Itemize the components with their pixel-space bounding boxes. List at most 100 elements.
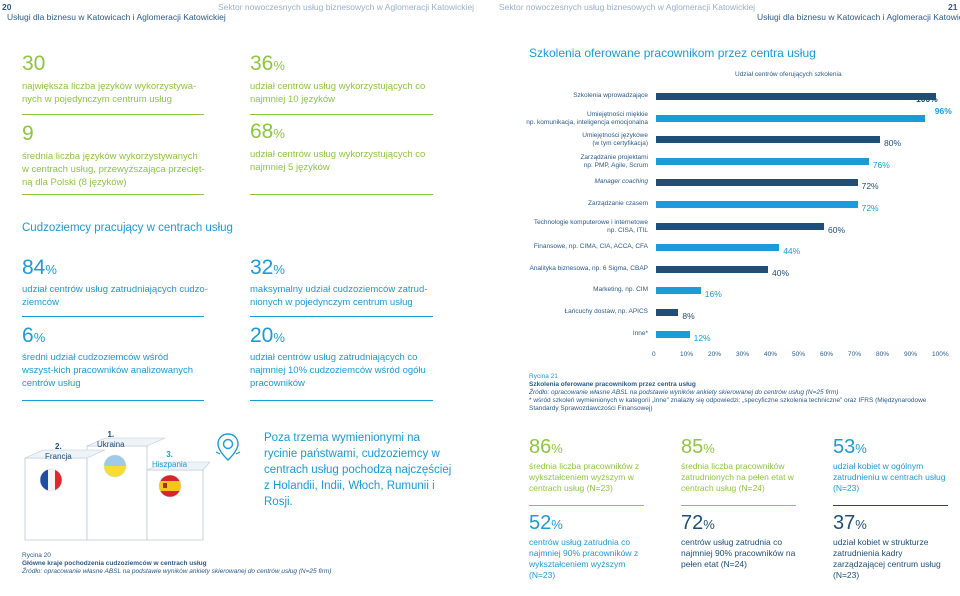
chart-category-label-line: np. PMP, Agile, Scrum	[583, 161, 648, 169]
podium-country: Hiszpania	[152, 460, 188, 469]
podium-illustration: 2. Francja 1. Ukraina 3. Hiszpania	[15, 428, 211, 548]
chart-bar	[656, 136, 880, 144]
chart-category-label: Umiejętności językowe (w tym certyfikacja…	[520, 132, 648, 148]
caption-source: Źródło: opracowanie własne ABSL na podst…	[529, 389, 839, 396]
chart-bar	[656, 201, 858, 208]
chart-category-label: Szkolenia wprowadzające	[520, 92, 648, 100]
chart-x-tick: 20%	[708, 351, 722, 359]
chart-value-label: 80%	[884, 138, 902, 149]
percent-sign: %	[855, 517, 867, 532]
chart-value-label: 96%	[934, 105, 952, 116]
chart-category-label-line: Finansowe, np. CIMA, CIA, ACCA, CFA	[533, 243, 648, 251]
divider	[250, 400, 433, 401]
chart-bar	[656, 330, 690, 338]
stat-women-employment: 53% udział kobiet w ogólnym zatrudnieniu…	[833, 436, 953, 494]
stat-value: 52	[529, 512, 552, 534]
chart-axis-title: Udział centrów oferujących szkolenia	[735, 71, 842, 78]
header-title-right: Usługi dla biznesu w Katowicach i Aglome…	[757, 12, 960, 22]
chart-category-label-line: Analityka biznesowa, np. 6 Sigma, CBAP	[529, 264, 648, 272]
stat-value: 68	[250, 120, 274, 143]
chart-category-label: Zarządzanie czasem	[520, 200, 648, 208]
chart-x-tick: 40%	[764, 351, 778, 359]
stat-avg-foreigners: 6% średni udział cudzoziemców wśród wszy…	[22, 324, 202, 390]
divider	[833, 505, 948, 506]
chart-category-label-line: np. CISA, ITIL	[607, 226, 648, 234]
chart-bar	[656, 222, 824, 230]
chart-value-label: 72%	[861, 203, 879, 213]
divider	[22, 194, 204, 195]
percent-sign: %	[33, 330, 46, 345]
stat-value: 32	[250, 256, 274, 279]
chart-x-tick: 60%	[820, 351, 834, 359]
chart-bar	[656, 93, 936, 100]
chart-category-label-line: Marketing, np. CIM	[593, 286, 648, 294]
chart-category-label: Umiejętności miękkie np. komunikacja, int…	[520, 111, 648, 127]
header-subtitle-right: Sektor nowoczesnych usług biznesowych w …	[499, 2, 756, 12]
chart-bar	[656, 265, 768, 273]
caption-label: Rycina 21	[529, 373, 558, 380]
podium-country: Francja	[45, 452, 72, 461]
chart-value-label: 100%	[916, 94, 938, 104]
figure-caption-20: Rycina 20 Główne kraje pochodzenia cudzo…	[22, 552, 442, 576]
stat-value: 86	[529, 436, 552, 458]
stat-label: centrów usług zatrudnia co najmniej 90% …	[529, 537, 639, 580]
chart-category-label-line: Umiejętności językowe	[582, 132, 648, 140]
stat-value: 84	[22, 256, 46, 279]
stat-max-foreigners: 32% maksymalny udział cudzoziemców zatru…	[250, 256, 450, 309]
chart-category-label: Analityka biznesowa, np. 6 Sigma, CBAP	[520, 265, 648, 273]
header-subtitle-left: Sektor nowoczesnych usług biznesowych w …	[218, 2, 475, 12]
location-pin-icon	[214, 432, 242, 467]
podium-second: 2. Francja	[45, 442, 72, 462]
chart-value-label: 12%	[693, 332, 711, 343]
chart-category-label: Łańcuchy dostaw, np. APICS	[520, 308, 648, 316]
chart-category-label-line: Technologie komputerowe i internetowe	[533, 218, 648, 226]
chart-x-tick: 10%	[680, 351, 694, 359]
chart-value-label: 40%	[772, 267, 790, 278]
stat-label: średni udział cudzoziemców wśród wszyst-…	[22, 352, 194, 389]
podium-rank: 1.	[107, 430, 115, 439]
percent-sign: %	[703, 441, 715, 456]
chart-x-tick: 30%	[736, 351, 750, 359]
divider	[529, 505, 644, 506]
stat-10pct-foreigners: 20% udział centrów usług zatrudniających…	[250, 324, 440, 390]
stat-value: 30	[22, 52, 46, 75]
percent-sign: %	[703, 517, 715, 532]
chart-bar	[656, 244, 780, 252]
divider	[250, 316, 433, 317]
chart-x-tick: 90%	[904, 351, 918, 359]
stat-label: największa liczba języków wykorzystywa-n…	[22, 81, 197, 105]
stat-value: 53	[833, 436, 856, 458]
chart-x-tick: 0	[652, 351, 656, 359]
chart-value-label: 72%	[861, 181, 879, 192]
page-number-left: 20	[2, 2, 12, 12]
chart-category-label-line: Łańcuchy dostaw, np. APICS	[564, 308, 648, 315]
flag-ukraine-icon	[103, 454, 127, 478]
chart-category-label-line: np. komunikacja, inteligencja emocjonaln…	[526, 118, 648, 126]
chart-category-label: Manager coaching	[520, 178, 648, 186]
chart-category-label-line: Zarządzanie projektami	[580, 153, 648, 161]
stat-value: 9	[22, 122, 34, 145]
divider	[250, 194, 433, 195]
chart-category-label-line: Szkolenia wprowadzające	[573, 92, 648, 99]
stat-women-management: 37% udział kobiet w strukturze zatrudnie…	[833, 512, 953, 581]
chart-value-label: 60%	[828, 224, 846, 235]
divider	[22, 316, 204, 317]
chart-x-tick: 80%	[876, 351, 890, 359]
stat-value: 72	[681, 512, 704, 534]
chart-bar	[656, 114, 925, 122]
stat-label: maksymalny udział cudzoziemców zatrud-ni…	[250, 284, 428, 308]
caption-note: * wśród szkoleń wymienionych w kategorii…	[529, 397, 927, 412]
percent-sign: %	[273, 262, 285, 277]
divider	[22, 400, 204, 401]
stat-label: udział centrów usług zatrudniających cud…	[22, 284, 208, 308]
percent-sign: %	[551, 441, 563, 456]
chart-bar	[656, 179, 858, 187]
podium-third: 3. Hiszpania	[152, 450, 187, 470]
chart-value-label: 44%	[783, 246, 801, 257]
chart-category-label-line: Umiejętności miękkie	[586, 110, 648, 118]
stat-value: 37	[833, 512, 856, 534]
stat-label: udział centrów usług wykorzystujących co…	[250, 149, 426, 173]
stat-avg-languages: 9 średnia liczba języków wykorzystywanyc…	[22, 122, 207, 189]
chart-x-tick: 50%	[792, 351, 806, 359]
chart-value-label: 8%	[682, 311, 695, 321]
